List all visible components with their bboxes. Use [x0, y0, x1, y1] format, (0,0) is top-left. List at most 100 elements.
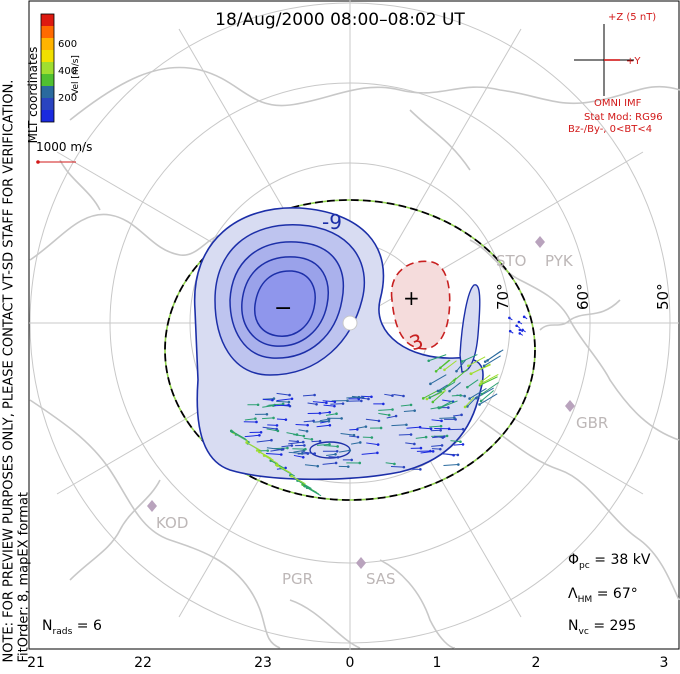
velocity-vector — [276, 392, 290, 396]
velocity-vector — [330, 403, 344, 405]
vector-origin — [300, 452, 304, 455]
vector-origin — [287, 403, 290, 407]
velocity-vector — [316, 443, 330, 446]
vector-origin — [479, 382, 482, 386]
vector-origin — [270, 438, 273, 442]
velocity-vector — [360, 395, 372, 398]
station-marker-sas — [356, 557, 366, 569]
velocity-vector — [262, 426, 277, 430]
vector-origin — [315, 402, 318, 406]
velocity-vector — [419, 427, 432, 430]
velocity-vector — [453, 368, 469, 381]
vector-origin — [418, 425, 422, 429]
vector-origin — [305, 429, 309, 433]
vector-origin — [333, 400, 337, 404]
vector-origin — [303, 484, 307, 488]
velocity-vector — [298, 429, 308, 432]
colorbar — [40, 13, 55, 123]
vector-origin — [391, 408, 394, 411]
vector-origin — [460, 413, 463, 417]
velocity-vector — [266, 428, 278, 432]
velocity-vector — [428, 354, 447, 362]
vector-origin — [335, 449, 339, 453]
vector-origin — [290, 444, 294, 447]
vector-origin — [287, 400, 291, 404]
vector-origin — [229, 429, 233, 433]
vector-origin — [276, 429, 280, 433]
vector-origin — [483, 360, 487, 363]
vector-origin — [302, 434, 306, 438]
vector-origin — [358, 461, 362, 465]
velocity-vector — [276, 400, 289, 403]
contour-label-negative: -9 — [322, 210, 342, 234]
velocity-vector — [303, 420, 314, 423]
velocity-vector — [262, 417, 274, 420]
velocity-vector — [385, 462, 395, 465]
velocity-vector — [244, 434, 260, 438]
velocity-vector — [276, 418, 286, 421]
mlt-coordinates-label: MLT coordinates — [26, 46, 40, 144]
vector-origin — [405, 423, 408, 427]
vector-origin — [402, 465, 406, 469]
velocity-vector — [262, 398, 273, 401]
vector-origin — [328, 410, 331, 414]
velocity-vector — [437, 384, 448, 392]
station-markers — [147, 236, 575, 569]
vector-origin — [255, 420, 258, 424]
vector-origin — [447, 427, 451, 431]
velocity-vector — [325, 413, 337, 416]
vector-origin — [262, 454, 266, 457]
velocity-vector — [400, 404, 412, 407]
vector-origin — [517, 320, 521, 324]
velocity-vector — [307, 402, 317, 405]
dawn-negative-lobe — [459, 284, 481, 373]
vector-origin — [518, 328, 522, 332]
mlt-tick: 21 — [27, 655, 45, 671]
velocity-vector — [361, 452, 378, 455]
velocity-vector — [469, 388, 487, 400]
velocity-vector — [328, 456, 339, 458]
vector-origin — [479, 399, 483, 403]
velocity-vector — [386, 415, 397, 419]
vector-origin — [393, 462, 396, 466]
velocity-vectors — [229, 315, 528, 497]
velocity-vector — [483, 355, 501, 367]
velocity-vector — [403, 410, 415, 412]
velocity-vector — [293, 450, 304, 453]
negative-cell-core — [254, 270, 316, 337]
vector-origin — [328, 443, 331, 446]
potential-maximum-marker: + — [403, 286, 420, 310]
n-vc-value: 295 — [609, 618, 637, 634]
velocity-vector — [266, 447, 282, 451]
vector-origin — [413, 442, 416, 446]
velocity-vector — [475, 387, 494, 399]
vector-origin — [356, 428, 359, 431]
velocity-vector — [339, 449, 350, 453]
vector-origin — [296, 440, 300, 443]
velocity-vector — [384, 393, 393, 397]
vector-origin — [447, 406, 450, 409]
phi-pc-value: 38 kV — [610, 552, 651, 568]
velocity-vector — [440, 400, 458, 408]
vector-origin — [469, 372, 473, 375]
vector-origin — [286, 446, 289, 450]
vector-origin — [245, 441, 248, 444]
velocity-vector — [322, 462, 337, 465]
vector-origin — [350, 458, 353, 462]
vector-origin — [336, 445, 339, 448]
station-pgr: PGR — [282, 570, 314, 588]
velocity-vector — [266, 453, 282, 455]
velocity-vector — [442, 453, 458, 456]
vector-origin — [460, 360, 464, 363]
phi-pc-stat: Φpc = 38 kV — [568, 552, 651, 571]
vector-origin — [445, 434, 449, 438]
velocity-vector — [263, 455, 279, 465]
vector-origin — [275, 463, 278, 467]
velocity-vector — [435, 359, 450, 372]
vector-origin — [306, 452, 310, 455]
vector-origin — [301, 455, 305, 459]
velocity-vector — [281, 445, 292, 448]
vector-origin — [259, 430, 263, 434]
vector-origin — [434, 370, 438, 373]
